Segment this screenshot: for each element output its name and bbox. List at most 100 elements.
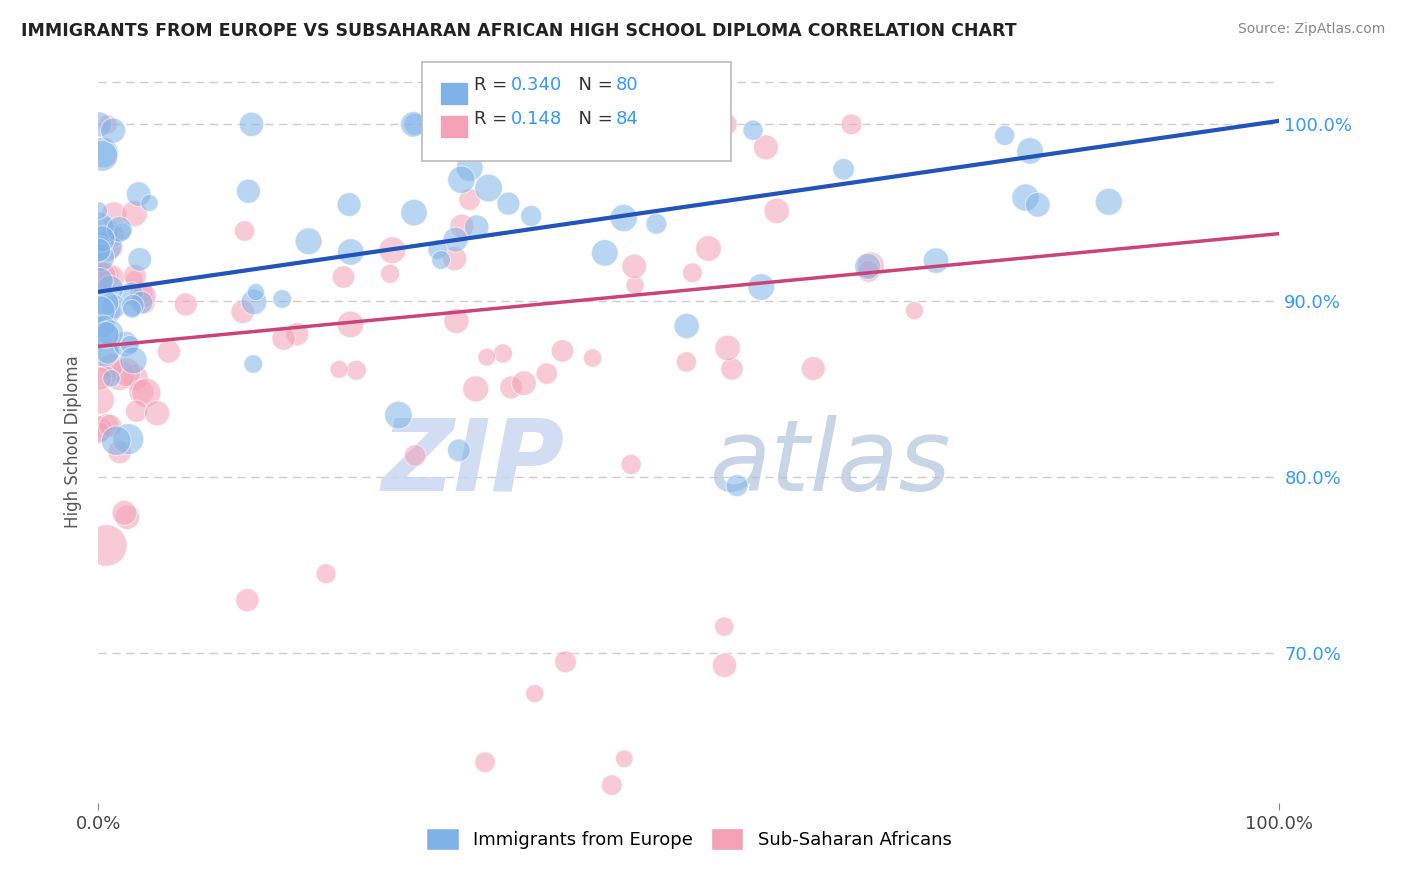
Point: [536, 367, 558, 381]
Text: 84: 84: [616, 110, 638, 128]
Point: [124, 206, 146, 220]
Point: [624, 278, 647, 293]
Point: [87, 203, 110, 218]
Point: [498, 196, 520, 211]
Point: [465, 220, 488, 235]
Point: [146, 406, 169, 420]
Point: [464, 382, 486, 396]
Point: [903, 303, 925, 318]
Point: [174, 297, 197, 311]
Point: [582, 351, 605, 365]
Point: [91, 236, 114, 251]
Point: [859, 259, 882, 273]
Point: [97, 117, 120, 131]
Point: [742, 123, 765, 137]
Point: [458, 193, 481, 207]
Point: [494, 136, 516, 150]
Point: [245, 285, 267, 299]
Point: [91, 268, 114, 283]
Point: [273, 332, 295, 346]
Point: [100, 371, 122, 385]
Text: N =: N =: [567, 110, 619, 128]
Point: [87, 242, 110, 256]
Point: [714, 117, 737, 131]
Point: [339, 318, 361, 332]
Point: [117, 432, 139, 446]
Point: [443, 252, 465, 266]
Point: [94, 304, 117, 318]
Point: [501, 380, 523, 394]
Point: [91, 149, 114, 163]
Point: [697, 242, 720, 256]
Point: [474, 756, 496, 770]
Point: [89, 304, 111, 318]
Point: [765, 203, 787, 218]
Point: [430, 252, 453, 267]
Point: [243, 295, 266, 310]
Point: [832, 162, 855, 177]
Point: [100, 270, 122, 285]
Point: [1026, 198, 1049, 212]
Point: [613, 211, 636, 225]
Point: [236, 593, 259, 607]
Point: [98, 418, 121, 433]
Point: [716, 341, 738, 355]
Point: [238, 184, 260, 198]
Point: [378, 267, 401, 281]
Text: 0.340: 0.340: [510, 76, 561, 94]
Point: [492, 346, 515, 360]
Point: [100, 359, 122, 373]
Point: [551, 343, 574, 358]
Point: [122, 299, 145, 313]
Text: R =: R =: [474, 76, 513, 94]
Point: [89, 392, 111, 407]
Point: [841, 117, 863, 131]
Point: [1098, 194, 1121, 209]
Point: [271, 292, 294, 306]
Point: [128, 187, 150, 202]
Point: [387, 408, 409, 422]
Point: [87, 425, 110, 440]
Point: [458, 161, 481, 175]
Point: [121, 286, 143, 301]
Text: atlas: atlas: [710, 415, 952, 512]
Point: [94, 223, 117, 237]
Point: [725, 478, 748, 492]
Point: [89, 372, 111, 386]
Point: [103, 208, 125, 222]
Point: [450, 172, 472, 186]
Point: [91, 145, 114, 160]
Point: [87, 220, 110, 235]
Point: [600, 778, 623, 792]
Point: [96, 539, 118, 553]
Point: [94, 296, 117, 310]
Point: [134, 289, 156, 303]
Point: [475, 350, 498, 364]
Point: [623, 260, 645, 274]
Point: [115, 510, 138, 524]
Point: [446, 314, 468, 328]
Point: [520, 209, 543, 223]
Point: [613, 752, 636, 766]
Point: [297, 235, 319, 249]
Y-axis label: High School Diploma: High School Diploma: [65, 355, 83, 528]
Point: [124, 272, 146, 286]
Point: [697, 135, 720, 149]
Text: N =: N =: [567, 76, 619, 94]
Point: [925, 253, 948, 268]
Point: [402, 205, 425, 219]
Point: [620, 458, 643, 472]
Point: [93, 345, 115, 359]
Point: [135, 385, 157, 400]
Point: [108, 368, 131, 383]
Point: [523, 687, 546, 701]
Point: [94, 327, 117, 342]
Point: [713, 619, 735, 633]
Point: [118, 338, 141, 352]
Point: [96, 239, 118, 253]
Point: [285, 327, 308, 342]
Text: ZIP: ZIP: [382, 415, 565, 512]
Point: [994, 128, 1017, 143]
Point: [124, 268, 146, 283]
Point: [450, 219, 472, 233]
